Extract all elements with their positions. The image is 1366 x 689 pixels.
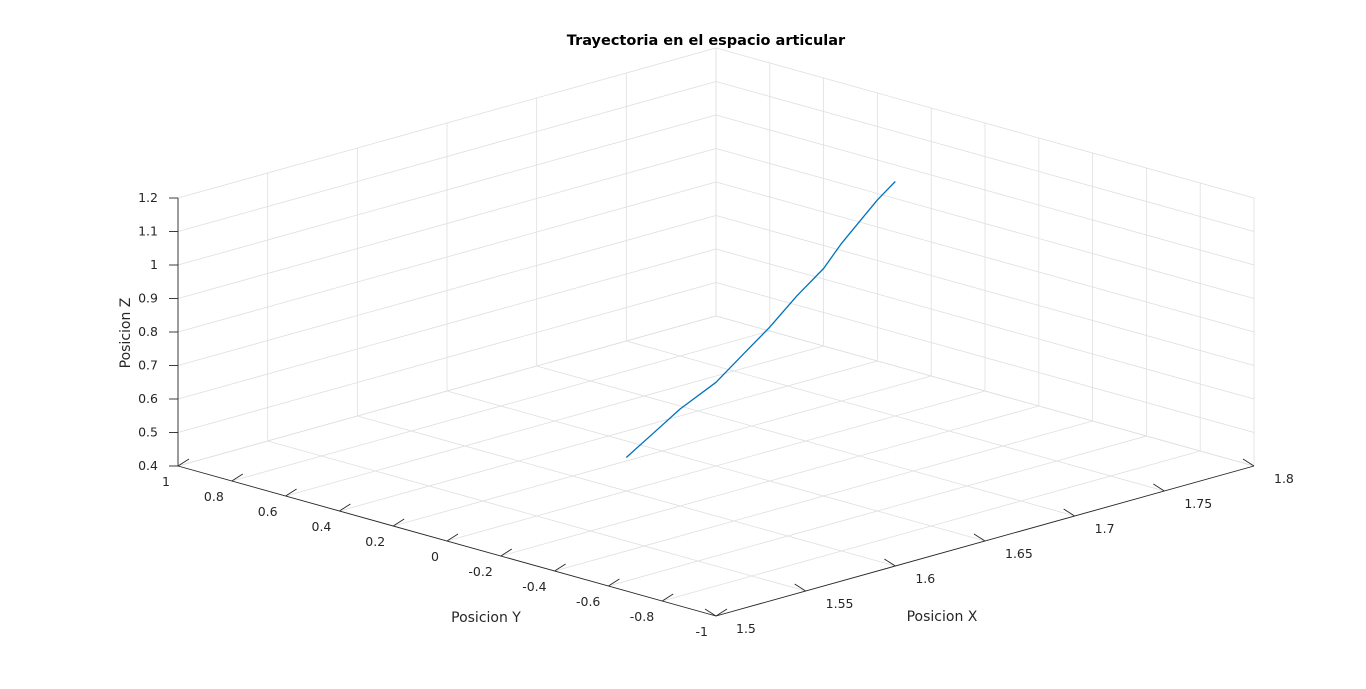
chart-title: Trayectoria en el espacio articular [567,33,846,49]
z-tick-label: 0.8 [138,324,158,339]
y-tick-label: 0.4 [312,519,332,534]
x-tick-label: 1.55 [826,596,854,611]
z-gridline [715,181,1255,333]
y-tick-label: 0.8 [204,489,224,504]
z-gridline [177,81,717,232]
z-tick-label: 0.9 [138,291,158,306]
z-gridline [177,47,717,199]
z-tick-label: 1.1 [138,224,158,239]
y-gridline [662,450,1201,602]
z-gridline [177,315,717,467]
z-gridline [715,215,1255,366]
y-tick-mark [715,608,728,617]
x-tick-mark [1242,458,1255,467]
y-tick-label: -0.4 [522,579,546,594]
data-layer [625,181,896,458]
y-tick-mark [554,563,566,572]
z-gridline [177,114,717,266]
y-gridline [554,420,1093,572]
x-tick-label: 1.6 [915,571,935,586]
trajectory-line [625,181,896,458]
y-tick-label: 0.6 [258,504,278,519]
z-gridline [177,248,717,400]
x-tick-mark [704,608,717,617]
x-tick-mark [1063,508,1075,517]
y-tick-mark [608,578,620,587]
y-tick-label: -0.6 [576,594,600,609]
z-tick-label: 1 [150,257,158,272]
z-gridline [715,148,1255,299]
y-gridline [339,360,878,512]
x-tick-mark [884,558,896,567]
y-gridline [446,390,986,542]
z-gridline [177,181,717,333]
y-tick-mark [285,488,297,497]
y-tick-mark [500,548,513,557]
x-axis-label: Posicion X [907,609,978,625]
tick-layer: 1.5 1.55 1.6 1.65 1.7 1.75 1.8 1 0.8 0.6 0.4 0.2 0 -0… [138,190,1294,639]
y-tick-label: -0.8 [630,609,654,624]
x-tick-mark [794,583,806,592]
z-tick-label: 1.2 [138,190,158,205]
z-gridline [715,47,1255,199]
z-gridline [177,282,717,433]
y-tick-label: 0.2 [365,534,385,549]
y-tick-label: -1 [696,624,708,639]
y-tick-mark [177,458,190,467]
x-tick-label: 1.8 [1274,471,1294,486]
y-tick-label: 1 [162,474,170,489]
z-tick-label: 0.4 [138,458,158,473]
y-gridline [285,345,824,497]
x-tick-label: 1.75 [1184,496,1212,511]
x-tick-mark [973,533,986,542]
z-tick-label: 0.7 [138,358,158,373]
z-gridline [177,215,717,366]
grid-layer [177,47,1255,617]
z-gridline [715,315,1255,467]
x-tick-label: 1.5 [736,621,756,636]
y-gridline [393,375,932,527]
x-tick-label: 1.7 [1095,521,1115,536]
x-tick-mark [1153,483,1165,492]
y-tick-label: -0.2 [468,564,492,579]
z-gridline [715,248,1255,400]
z-gridline [715,114,1255,266]
y-tick-mark [446,533,459,542]
y-tick-mark [339,503,351,512]
y-tick-mark [392,518,405,527]
z-gridline [715,81,1255,232]
z-tick-label: 0.6 [138,391,158,406]
y-gridline [500,405,1039,557]
y-gridline [608,435,1147,587]
y-tick-mark [661,593,674,602]
z-tick-label: 0.5 [138,425,158,440]
y-gridline [231,330,770,482]
z-gridline [177,148,717,299]
z-axis-label: Posicion Z [118,298,134,369]
y-tick-label: 0 [431,549,439,564]
y-tick-mark [231,473,244,482]
z-gridline [715,282,1255,433]
y-axis-label: Posicion Y [451,610,521,626]
x-tick-label: 1.65 [1005,546,1033,561]
